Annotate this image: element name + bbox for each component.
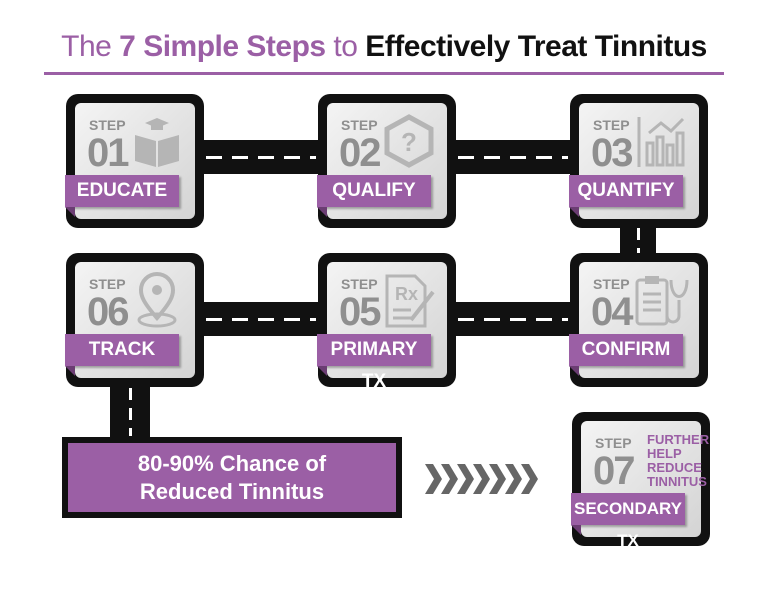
step-title: TRACK [65,334,179,376]
step-05-card: STEP 05 Rx PRIMARY TX [317,253,456,392]
road-4-5 [452,302,574,336]
result-box: 80-90% Chance of Reduced Tinnitus [62,437,402,518]
chevron-mark [457,464,474,494]
step-07-card: STEP 07 FURTHER HELP REDUCE TINNITUS SECONDARY… [571,412,710,550]
step-number: 01 [87,131,129,175]
step-title: CONFIRM [569,334,683,376]
step-02-card: STEP 02? QUALIFY [317,94,456,228]
chevron-mark [473,464,490,494]
step-number: 07 [593,449,635,493]
step-number: 03 [591,131,633,175]
step-03-card: STEP 03 QUANTIFY [569,94,708,228]
svg-text:Rx: Rx [395,284,418,304]
step-number: 05 [339,290,381,334]
step-01-card: STEP 01 EDUCATE [65,94,204,228]
step-label: STEP [593,117,630,133]
road-3-4 [620,224,656,258]
book-graduation-icon [135,118,179,167]
clipboard-stethoscope-icon [635,276,689,326]
step-06-card: STEP 06 TRACK [65,253,204,387]
chevron-mark [505,464,522,494]
page-title: The 7 Simple Steps to Effectively Treat … [61,30,707,63]
location-pin-icon [137,272,177,328]
step-number: 06 [87,290,129,334]
prescription-icon: Rx [385,274,435,328]
chevron-mark [441,464,458,494]
step-04-card: STEP 04 CONFIRM [569,253,708,387]
road-2-3 [452,140,574,174]
step-number: 02 [339,131,381,175]
title-underline [44,72,724,75]
road-5-6 [200,302,322,336]
svg-text:?: ? [401,127,417,157]
step-title: PRIMARY TX [317,334,431,392]
step-number: 04 [591,290,633,334]
step-title: QUALIFY [317,175,431,217]
step-title: QUANTIFY [569,175,683,217]
step-note: FURTHER HELP REDUCE TINNITUS [647,432,710,489]
road-1-2 [200,140,322,174]
step-label: STEP [89,117,126,133]
chevron-mark [521,464,538,494]
question-hexagon-icon: ? [384,114,434,168]
step-label: STEP [593,276,630,292]
step-label: STEP [595,435,632,451]
step-label: STEP [341,117,378,133]
road-6-result [110,384,150,440]
step-title: SECONDARY TX [571,493,685,550]
chevron-mark [489,464,506,494]
chevron-arrows-icon [425,464,538,494]
step-label: STEP [89,276,126,292]
chevron-mark [425,464,442,494]
step-title: EDUCATE [65,175,179,217]
step-label: STEP [341,276,378,292]
chart-icon [637,117,685,167]
